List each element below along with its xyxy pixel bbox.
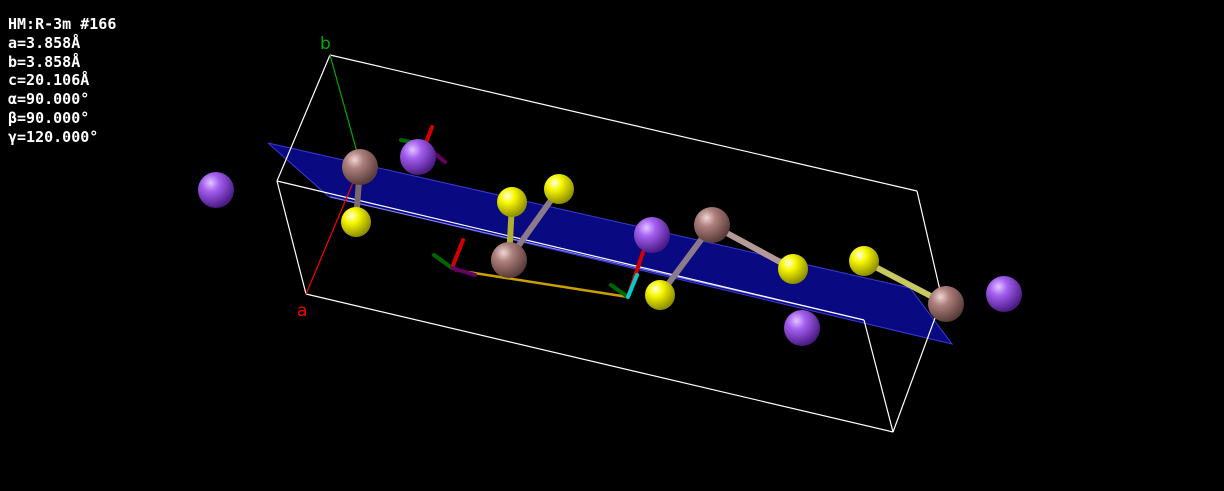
brown-atom[interactable] [928, 286, 964, 322]
a-axis-label: a [297, 301, 307, 321]
b-axis-label: b [320, 34, 331, 54]
b-axis-line [329, 54, 358, 153]
cell-parameters-panel: HM:R-3m #166 a=3.858Å b=3.858Å c=20.106Å… [8, 15, 116, 147]
yellow-atom[interactable] [497, 187, 527, 217]
purple-atom[interactable] [634, 217, 670, 253]
cell-a-label: a=3.858Å [8, 33, 81, 52]
cell-gamma-label: γ=120.000° [8, 127, 99, 146]
cell-alpha-label: α=90.000° [8, 90, 90, 109]
a-axis-line [305, 165, 361, 295]
axis-triad-1 [432, 238, 477, 277]
yellow-atom[interactable] [778, 254, 808, 284]
axis-triad-2 [609, 250, 645, 299]
yellow-atom[interactable] [645, 280, 675, 310]
measure-line [454, 268, 629, 299]
purple-atom[interactable] [198, 172, 234, 208]
lattice-plane [267, 142, 954, 345]
cell-c-label: c=20.106Å [8, 71, 90, 90]
yellow-atom[interactable] [544, 174, 574, 204]
yellow-atom[interactable] [849, 246, 879, 276]
cell-beta-label: β=90.000° [8, 108, 90, 127]
brown-atom[interactable] [694, 207, 730, 243]
cell-b-label: b=3.858Å [8, 52, 81, 71]
space-group-label: HM:R-3m #166 [8, 15, 117, 33]
yellow-atom[interactable] [341, 207, 371, 237]
brown-atom[interactable] [491, 242, 527, 278]
purple-atom[interactable] [784, 310, 820, 346]
purple-atom[interactable] [400, 139, 436, 175]
unit-cell-box [276, 54, 943, 433]
brown-atom[interactable] [342, 149, 378, 185]
purple-atom[interactable] [986, 276, 1022, 312]
